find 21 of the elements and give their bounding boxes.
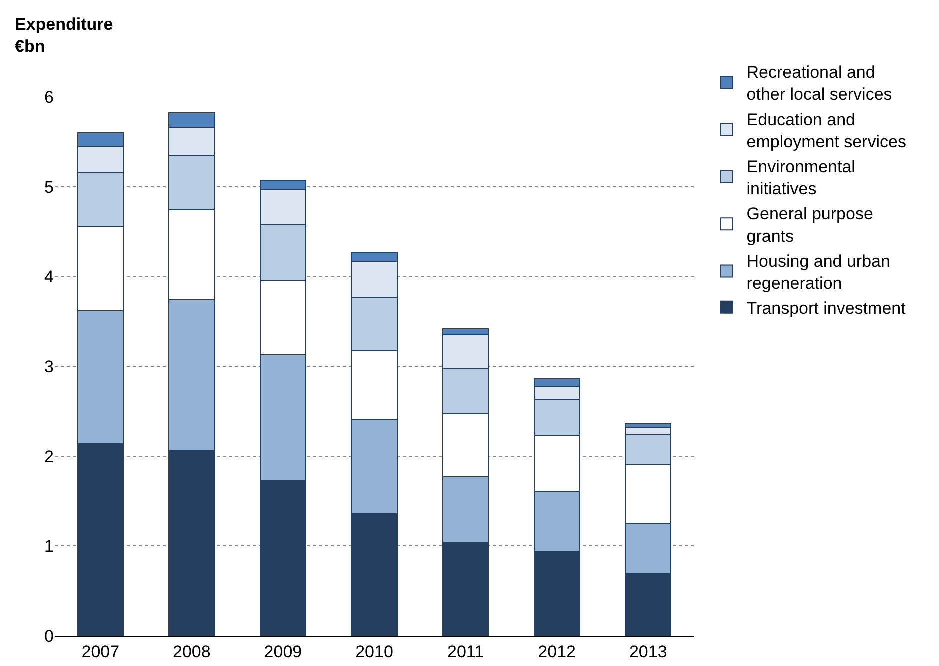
x-tick-label: 2008 <box>173 642 211 662</box>
x-tick-label: 2013 <box>629 642 668 662</box>
legend-label: Transport investment <box>746 299 906 318</box>
legend-label: Housing and urban regeneration <box>746 252 890 293</box>
x-tick-label: 2012 <box>538 642 576 662</box>
x-tick-label: 2011 <box>448 642 484 662</box>
x-tick-label: 2009 <box>264 642 302 662</box>
legend-label: Recreational and other local services <box>746 63 892 104</box>
y-tick-label: 6 <box>44 88 54 107</box>
y-tick-label: 1 <box>44 537 54 556</box>
x-tick-label: 2007 <box>82 642 120 662</box>
y-axis-title: Expenditure €bn <box>15 15 114 56</box>
legend-label: Education and employment services <box>746 110 906 152</box>
y-tick-label: 0 <box>44 626 54 646</box>
x-tick-label: 2010 <box>356 642 394 662</box>
y-tick-label: 2 <box>44 447 54 466</box>
y-tick-label: 3 <box>44 357 54 376</box>
y-tick-label: 5 <box>44 178 54 197</box>
legend-label: General purpose grants <box>746 204 874 246</box>
legend-label: Environmental initiatives <box>746 157 856 199</box>
y-tick-label: 4 <box>44 268 54 287</box>
